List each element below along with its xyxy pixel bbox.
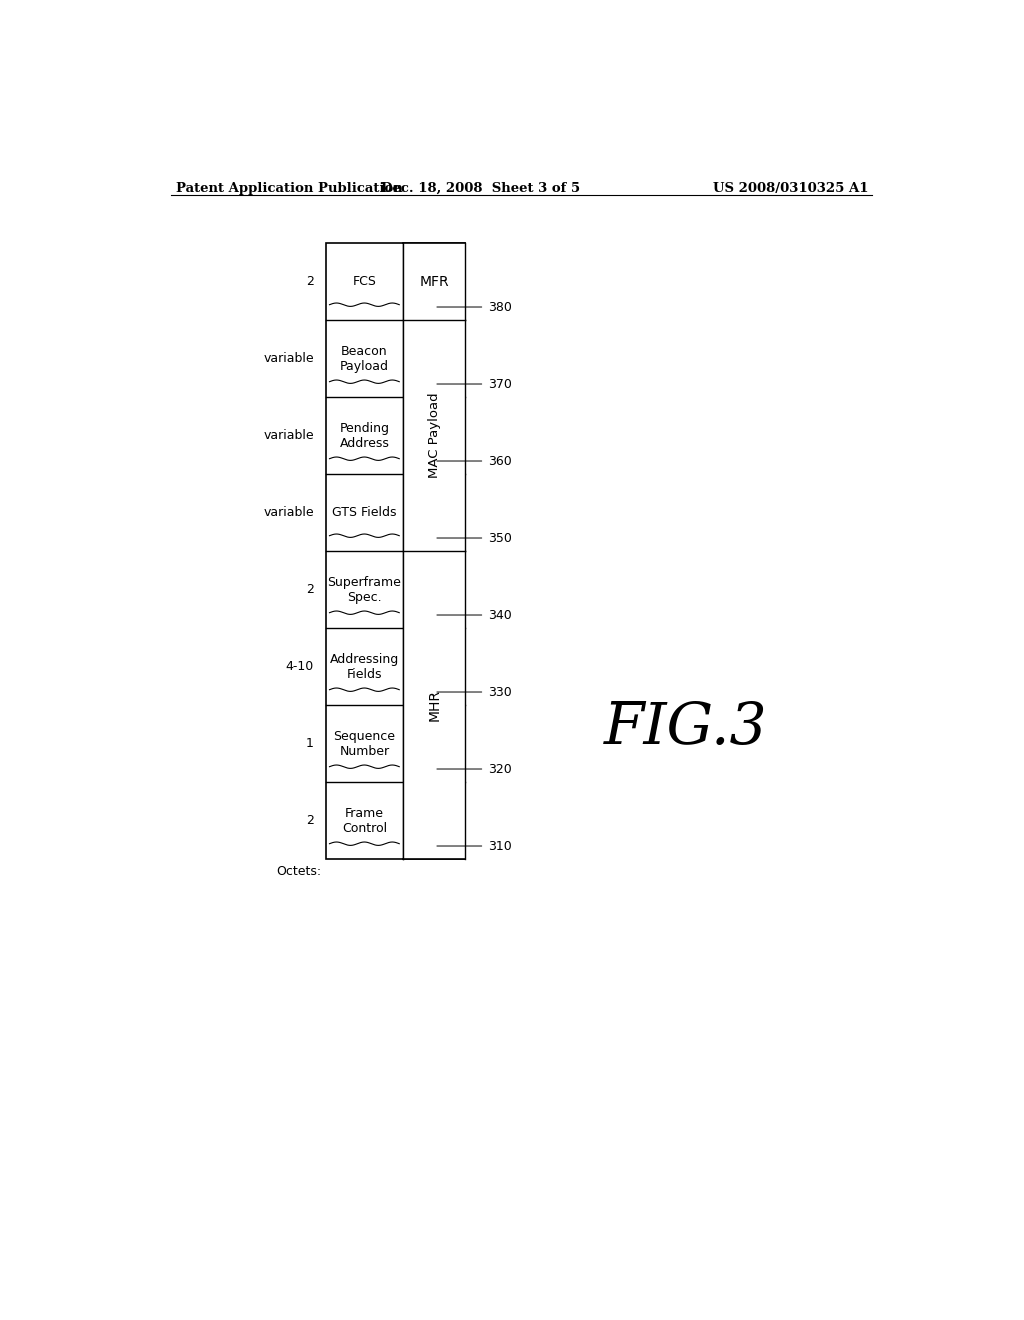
Text: MAC Payload: MAC Payload bbox=[428, 393, 440, 478]
Text: Superframe
Spec.: Superframe Spec. bbox=[328, 576, 401, 603]
Text: variable: variable bbox=[263, 506, 314, 519]
Text: 2: 2 bbox=[306, 583, 314, 597]
Text: 320: 320 bbox=[487, 763, 511, 776]
Text: 310: 310 bbox=[487, 840, 511, 853]
Text: Pending
Address: Pending Address bbox=[339, 421, 389, 450]
Text: 380: 380 bbox=[487, 301, 511, 314]
Text: MFR: MFR bbox=[419, 275, 449, 289]
Text: Patent Application Publication: Patent Application Publication bbox=[176, 182, 402, 194]
Text: variable: variable bbox=[263, 429, 314, 442]
Text: 2: 2 bbox=[306, 275, 314, 288]
Text: 4-10: 4-10 bbox=[286, 660, 314, 673]
Text: variable: variable bbox=[263, 352, 314, 366]
Text: 350: 350 bbox=[487, 532, 511, 545]
Text: Dec. 18, 2008  Sheet 3 of 5: Dec. 18, 2008 Sheet 3 of 5 bbox=[381, 182, 581, 194]
Bar bbox=[403, 243, 465, 859]
Text: FIG.3: FIG.3 bbox=[604, 700, 768, 756]
Bar bbox=[326, 243, 465, 859]
Text: GTS Fields: GTS Fields bbox=[332, 506, 396, 519]
Text: Frame
Control: Frame Control bbox=[342, 807, 387, 834]
Text: Addressing
Fields: Addressing Fields bbox=[330, 652, 399, 681]
Text: FCS: FCS bbox=[352, 275, 376, 288]
Text: 330: 330 bbox=[487, 685, 511, 698]
Text: 1: 1 bbox=[306, 737, 314, 750]
Text: Sequence
Number: Sequence Number bbox=[334, 730, 395, 758]
Text: 370: 370 bbox=[487, 378, 511, 391]
Text: Octets:: Octets: bbox=[276, 866, 322, 878]
Text: 340: 340 bbox=[487, 609, 511, 622]
Text: Beacon
Payload: Beacon Payload bbox=[340, 345, 389, 372]
Text: US 2008/0310325 A1: US 2008/0310325 A1 bbox=[713, 182, 868, 194]
Text: MHR: MHR bbox=[427, 689, 441, 721]
Text: 360: 360 bbox=[487, 454, 511, 467]
Text: 2: 2 bbox=[306, 814, 314, 828]
